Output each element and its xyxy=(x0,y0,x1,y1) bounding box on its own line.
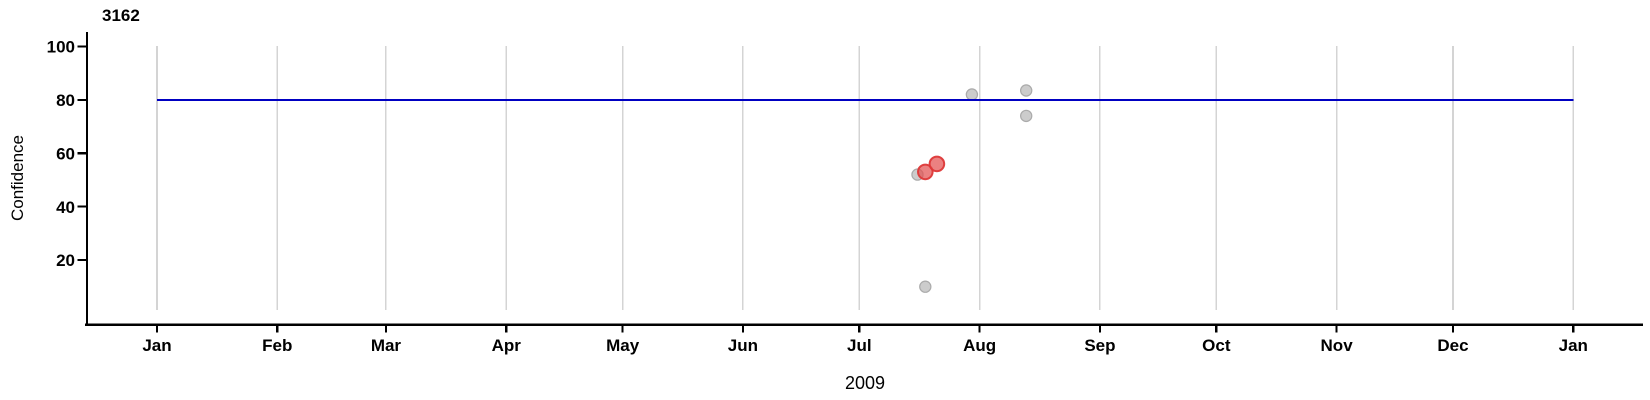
x-tick-label: May xyxy=(606,336,640,355)
data-point-observations xyxy=(1019,109,1033,123)
y-tick-label: 20 xyxy=(56,251,75,270)
point-layer xyxy=(911,84,1033,293)
x-tick-label: Jul xyxy=(847,336,872,355)
x-tick-label: Sep xyxy=(1084,336,1115,355)
tick-label-layer: 20 40 60 80 100 Jan Feb Mar Apr May Jun Jul Aug Sep Oc… xyxy=(47,38,1588,355)
x-tick-label: Oct xyxy=(1202,336,1231,355)
x-tick-label: Jan xyxy=(1559,336,1588,355)
x-tick-label: Feb xyxy=(262,336,292,355)
x-tick-label: Jun xyxy=(728,336,758,355)
y-tick-label: 80 xyxy=(56,91,75,110)
y-tick-label: 40 xyxy=(56,198,75,217)
y-axis-label: Confidence xyxy=(8,135,27,221)
chart-title: 3162 xyxy=(102,6,140,25)
data-point-highlighted-observations xyxy=(917,163,934,181)
data-point-observations xyxy=(1019,84,1033,97)
x-tick-label: Nov xyxy=(1321,336,1354,355)
x-tick-label: Mar xyxy=(371,336,402,355)
x-tick-label: Dec xyxy=(1437,336,1468,355)
data-point-observations xyxy=(965,88,979,101)
x-tick-label: Jan xyxy=(142,336,171,355)
y-tick-label: 100 xyxy=(47,38,75,57)
y-tick-label: 60 xyxy=(56,144,75,163)
x-tick-label: Aug xyxy=(963,336,996,355)
axis-layer xyxy=(77,32,1643,333)
x-axis-label: 2009 xyxy=(845,373,885,393)
data-point-observations xyxy=(919,280,932,293)
x-tick-label: Apr xyxy=(492,336,522,355)
data-point-highlighted-observations xyxy=(928,155,946,173)
gridline-layer xyxy=(156,46,1575,310)
